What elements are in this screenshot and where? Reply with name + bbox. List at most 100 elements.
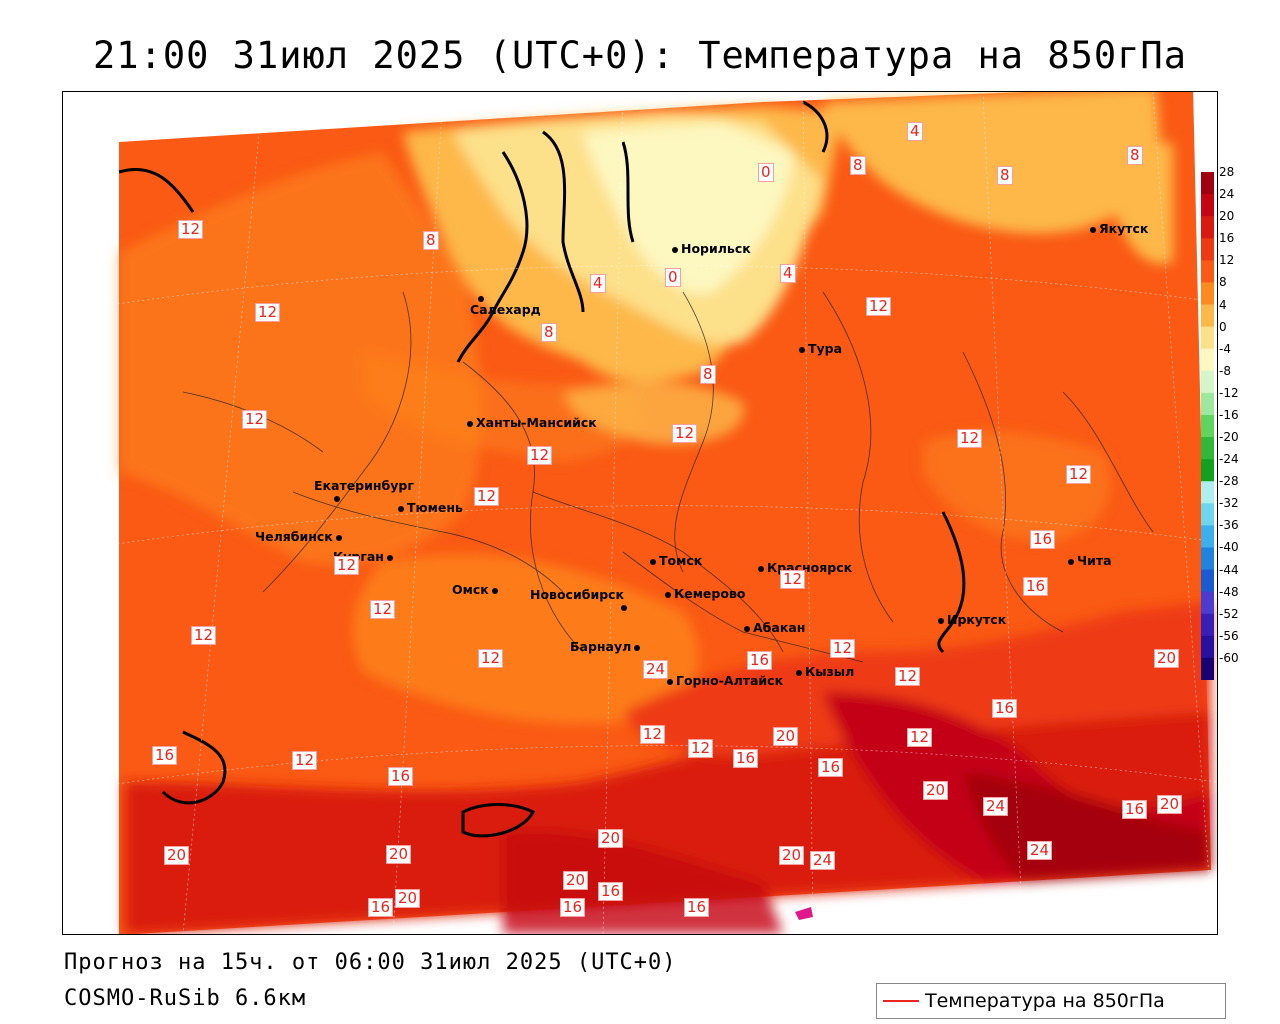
isotherm-label: 20 [773,727,799,746]
isotherm-label: 0 [758,163,774,182]
isotherm-label: 12 [527,446,553,465]
city-dot [667,678,673,685]
colorbar-segment [1201,657,1214,680]
map-canvas [63,92,1217,934]
isotherm-label: 8 [541,323,557,342]
city-marker [334,490,343,505]
isotherm-label: 12 [474,487,500,506]
city-marker: Томск [650,553,702,568]
city-label-box: Салехард [470,302,541,317]
colorbar-segment [1201,437,1214,460]
isotherm-label: 20 [779,846,805,865]
city-label: Новосибирск [530,587,625,602]
colorbar-segment [1201,282,1214,306]
colorbar-segment [1201,525,1214,548]
colorbar-tick-label: -52 [1219,606,1239,621]
isotherm-label: 24 [643,660,669,679]
isotherm-label: 24 [810,851,836,870]
city-dot [334,495,340,502]
colorbar-segment [1201,216,1214,239]
colorbar-segment [1201,547,1214,571]
isotherm-label: 12 [830,639,856,658]
isotherm-label: 12 [334,556,360,575]
colorbar-tick-label: -12 [1219,385,1239,400]
city-label: Тура [808,341,843,356]
city-label-box: Омск [452,582,501,597]
isotherm-label: 20 [1154,649,1180,668]
city-dot [796,669,802,676]
isotherm-label: 16 [1030,530,1056,549]
isotherm-label: 16 [747,651,773,670]
isotherm-label: 20 [1157,795,1183,814]
isotherm-label: 8 [1127,146,1143,165]
legend: Температура на 850гПа [876,983,1226,1019]
isotherm-label: 8 [850,156,866,175]
hot-spot [795,907,813,920]
isotherm-label: 24 [983,797,1009,816]
isotherm-label: 24 [1027,841,1053,860]
city-dot [799,346,805,353]
city-label: Абакан [753,620,806,635]
isotherm-label: 8 [423,231,439,250]
city-label: Омск [452,582,489,597]
colorbar-tick-label: -8 [1219,363,1231,378]
city-marker [621,599,630,614]
isotherm-label: 16 [1122,800,1148,819]
colorbar-segment [1201,194,1214,217]
city-marker: Тура [799,341,842,356]
colorbar-tick-label: -48 [1219,584,1239,599]
city-label: Челябинск [255,529,333,544]
colorbar-segment [1201,370,1214,394]
city-label: Томск [659,553,703,568]
isotherm-label: 20 [395,889,421,908]
city-dot [744,625,750,632]
city-dot [467,420,473,427]
colorbar [1201,172,1214,680]
temperature-map [62,91,1218,935]
colorbar-segment [1201,635,1214,659]
isotherm-label: 12 [191,626,217,645]
city-dot [1090,226,1096,233]
coastlines [118,100,966,838]
colorbar-tick-label: -4 [1219,341,1231,356]
colorbar-tick-label: -32 [1219,496,1239,511]
map-title: 21:00 31июл 2025 (UTC+0): Температура на… [93,34,1187,77]
city-marker: Горно-Алтайск [667,673,783,688]
colorbar-segment [1201,591,1214,615]
colorbar-tick-label: 4 [1219,297,1227,312]
city-marker: Кызыл [796,664,854,679]
colorbar-segment [1201,172,1214,195]
isotherm-label: 4 [780,264,796,283]
isotherm-label: 12 [478,649,504,668]
city-dot [478,295,484,302]
city-label: Екатеринбург [314,478,414,493]
isotherm-label: 16 [368,898,394,917]
colorbar-segment [1201,392,1214,416]
colorbar-tick-label: -24 [1219,452,1239,467]
colorbar-segment [1201,348,1214,372]
isotherm-label: 16 [684,898,710,917]
city-label: Иркутск [947,612,1007,627]
colorbar-tick-label: -56 [1219,628,1239,643]
isotherm-label: 12 [688,739,714,758]
legend-label: Температура на 850гПа [925,990,1165,1012]
isotherm-label: 12 [242,410,268,429]
isotherm-label: 4 [590,274,606,293]
city-label: Чита [1077,553,1112,568]
city-label: Кызыл [805,664,855,679]
city-label-box: Челябинск [255,529,345,544]
colorbar-segment [1201,613,1214,637]
city-label: Барнаул [570,639,632,654]
colorbar-segment [1201,260,1214,283]
colorbar-tick-label: -40 [1219,540,1239,555]
isotherm-label: 8 [700,365,716,384]
colorbar-segment [1201,481,1214,504]
isotherm-label: 16 [152,746,178,765]
city-marker: Абакан [744,620,805,635]
city-label: Якутск [1099,221,1149,236]
colorbar-tick-label: 24 [1219,187,1235,202]
city-dot [650,558,656,565]
isotherm-label: 12 [178,220,204,239]
city-dot [672,246,678,253]
city-label: Ханты-Мансийск [476,415,597,430]
